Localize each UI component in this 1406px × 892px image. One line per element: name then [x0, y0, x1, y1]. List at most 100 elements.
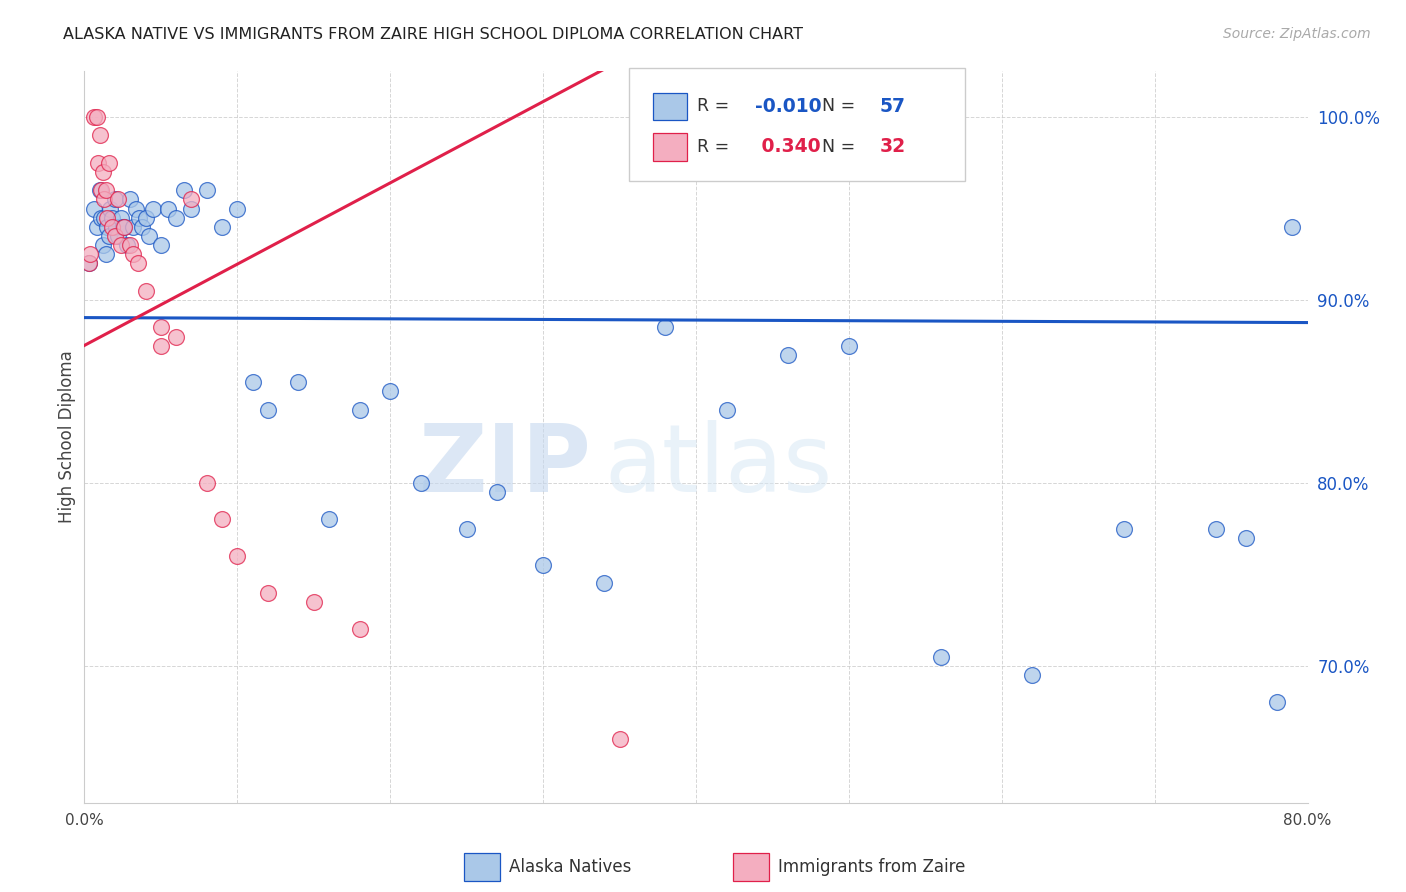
Bar: [464, 854, 501, 881]
Point: [90, 183, 112, 197]
Point: [110, 211, 132, 225]
Point: [456, 521, 478, 535]
Text: 57: 57: [880, 97, 905, 116]
FancyBboxPatch shape: [628, 68, 965, 181]
Point: [83, 110, 105, 124]
Point: [157, 202, 180, 216]
Point: [91, 238, 114, 252]
Point: [211, 219, 233, 234]
Point: [257, 402, 280, 417]
Point: [654, 320, 676, 334]
Text: atlas: atlas: [605, 420, 832, 512]
Point: [104, 228, 127, 243]
Point: [609, 731, 631, 746]
Point: [77, 256, 100, 270]
Point: [90, 211, 112, 225]
Point: [135, 284, 157, 298]
Text: -0.010: -0.010: [755, 97, 821, 116]
Point: [93, 211, 115, 225]
Bar: [654, 93, 688, 120]
Point: [120, 192, 142, 206]
Y-axis label: High School Diploma: High School Diploma: [58, 351, 76, 524]
Point: [409, 475, 432, 490]
Point: [87, 155, 110, 169]
Bar: [733, 854, 769, 881]
Text: Alaska Natives: Alaska Natives: [509, 858, 631, 876]
Point: [104, 192, 127, 206]
Text: 0.340: 0.340: [755, 137, 820, 156]
Point: [165, 329, 187, 343]
Point: [89, 183, 111, 197]
Point: [93, 192, 115, 206]
Point: [77, 256, 100, 270]
Point: [83, 202, 105, 216]
Point: [101, 219, 124, 234]
Text: 32: 32: [880, 137, 905, 156]
Point: [86, 110, 108, 124]
Point: [127, 256, 149, 270]
Point: [135, 211, 157, 225]
Text: Source: ZipAtlas.com: Source: ZipAtlas.com: [1223, 27, 1371, 41]
Point: [149, 338, 172, 352]
Point: [122, 219, 145, 234]
Point: [929, 649, 952, 664]
Point: [173, 183, 195, 197]
Point: [211, 512, 233, 526]
Point: [97, 228, 120, 243]
Point: [112, 219, 135, 234]
Point: [111, 219, 134, 234]
Point: [776, 348, 799, 362]
Point: [242, 375, 264, 389]
Text: N =: N =: [823, 97, 855, 115]
Point: [86, 219, 108, 234]
Point: [142, 202, 165, 216]
Point: [716, 402, 738, 417]
Point: [180, 192, 202, 206]
Point: [302, 594, 325, 608]
Point: [349, 622, 371, 636]
Point: [110, 238, 132, 252]
Point: [1205, 521, 1227, 535]
Point: [125, 202, 148, 216]
Point: [318, 512, 340, 526]
Point: [1236, 531, 1258, 545]
Point: [101, 211, 124, 225]
Text: Immigrants from Zaire: Immigrants from Zaire: [778, 858, 966, 876]
Point: [838, 338, 860, 352]
Point: [1265, 695, 1288, 709]
Point: [79, 247, 101, 261]
Point: [149, 238, 172, 252]
Point: [91, 165, 114, 179]
Point: [115, 238, 138, 252]
Point: [149, 320, 172, 334]
Text: R =: R =: [697, 137, 730, 156]
Point: [486, 484, 509, 499]
Point: [107, 228, 129, 243]
Text: N =: N =: [823, 137, 855, 156]
Point: [226, 549, 249, 563]
Text: ALASKA NATIVE VS IMMIGRANTS FROM ZAIRE HIGH SCHOOL DIPLOMA CORRELATION CHART: ALASKA NATIVE VS IMMIGRANTS FROM ZAIRE H…: [63, 27, 803, 42]
Point: [195, 183, 218, 197]
Point: [1114, 521, 1136, 535]
Point: [105, 219, 128, 234]
Point: [287, 375, 309, 389]
Point: [96, 211, 118, 225]
Point: [120, 238, 142, 252]
Point: [257, 585, 280, 599]
Point: [112, 219, 135, 234]
Point: [94, 247, 117, 261]
Point: [593, 576, 616, 591]
Point: [226, 202, 249, 216]
Point: [165, 211, 187, 225]
Text: ZIP: ZIP: [419, 420, 592, 512]
Point: [131, 219, 153, 234]
Bar: [654, 133, 688, 161]
Point: [89, 128, 111, 143]
Point: [380, 384, 402, 399]
Point: [195, 475, 218, 490]
Text: R =: R =: [697, 97, 730, 115]
Point: [138, 228, 160, 243]
Point: [1281, 219, 1303, 234]
Point: [128, 211, 150, 225]
Point: [97, 155, 120, 169]
